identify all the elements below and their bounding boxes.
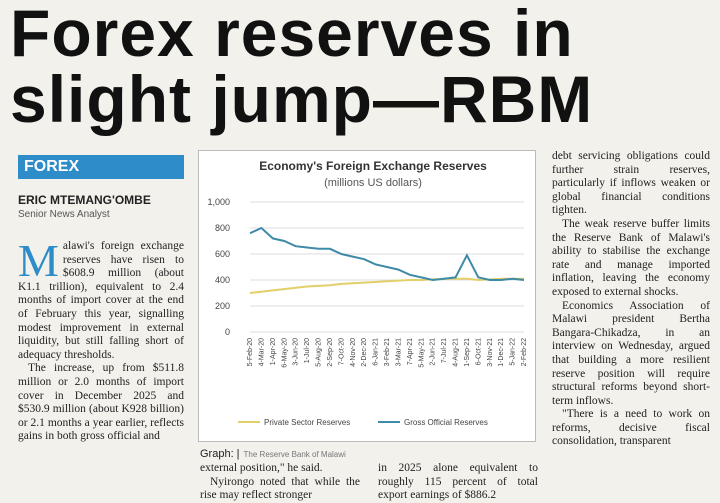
headline-line: Forex reserves in bbox=[10, 0, 574, 70]
x-tick-label: 1-Apr-20 bbox=[270, 338, 277, 365]
section-label: FOREX bbox=[18, 155, 184, 179]
x-tick-label: 5-Jan-22 bbox=[510, 338, 517, 366]
chart: Economy's Foreign Exchange Reserves (mil… bbox=[198, 150, 536, 442]
x-tick-label: 3-Nov-21 bbox=[487, 338, 494, 367]
x-tick-label: 1-Dec-21 bbox=[498, 338, 505, 367]
y-tick-label: 200 bbox=[215, 301, 230, 311]
chart-frame bbox=[198, 150, 536, 442]
x-tick-label: 1-Jul-20 bbox=[304, 338, 311, 363]
y-tick-label: 1,000 bbox=[207, 197, 230, 207]
x-tick-label: 2-Dec-20 bbox=[361, 338, 368, 367]
x-tick-label: 5-Aug-20 bbox=[316, 338, 323, 367]
headline: Forex reserves in slight jump—RBM bbox=[10, 0, 710, 132]
caption-source: The Reserve Bank of Malawi bbox=[243, 450, 346, 459]
caption: Graph: | The Reserve Bank of Malawi bbox=[200, 448, 346, 460]
x-tick-label: 2-Sep-20 bbox=[327, 338, 334, 367]
paragraph: Economics Association of Malawi presiden… bbox=[552, 299, 710, 407]
x-tick-label: 2-Feb-22 bbox=[521, 338, 528, 367]
paragraph: The weak reserve buffer limits the Reser… bbox=[552, 217, 710, 298]
x-tick-label: 4-Nov-20 bbox=[350, 338, 357, 367]
legend-label: Gross Official Reserves bbox=[404, 418, 488, 427]
headline-line: slight jump—RBM bbox=[10, 62, 594, 136]
y-tick-label: 600 bbox=[215, 249, 230, 259]
chart-subtitle: (millions US dollars) bbox=[324, 177, 422, 189]
x-tick-label: 5-Feb-20 bbox=[247, 338, 254, 367]
legend-label: Private Sector Reserves bbox=[264, 418, 350, 427]
paragraph: external position," he said. bbox=[200, 462, 323, 474]
x-tick-label: 3-Jun-20 bbox=[293, 338, 300, 366]
paragraph: "There is a need to work on reforms, dec… bbox=[552, 408, 710, 448]
x-tick-label: 7-Oct-20 bbox=[338, 338, 345, 365]
x-tick-label: 6-Oct-21 bbox=[475, 338, 482, 365]
y-tick-label: 400 bbox=[215, 275, 230, 285]
author: ERIC MTEMANG'OMBE bbox=[18, 193, 151, 207]
x-tick-label: 7-Jul-21 bbox=[441, 338, 448, 363]
chart-title: Economy's Foreign Exchange Reserves bbox=[259, 159, 487, 173]
column: debt servicing obligations could further… bbox=[552, 150, 710, 449]
y-tick-label: 800 bbox=[215, 223, 230, 233]
caption-label: Graph: | bbox=[200, 448, 240, 460]
x-tick-label: 3-Mar-21 bbox=[395, 338, 402, 367]
data-line bbox=[249, 226, 525, 282]
paragraph: alawi's foreign exchange reserves have r… bbox=[18, 240, 184, 361]
author-role: Senior News Analyst bbox=[18, 209, 110, 220]
x-tick-label: 1-Sep-21 bbox=[464, 338, 471, 367]
dropcap: M bbox=[18, 235, 59, 286]
x-tick-label: 4-Aug-21 bbox=[453, 338, 460, 367]
x-tick-label: 2-Jun-21 bbox=[430, 338, 437, 366]
x-tick-label: 5-May-21 bbox=[418, 338, 425, 368]
x-tick-label: 6-May-20 bbox=[281, 338, 288, 368]
x-tick-label: 6-Jan-21 bbox=[373, 338, 380, 366]
x-tick-label: 4-Mar-20 bbox=[258, 338, 265, 367]
x-tick-label: 7-Apr-21 bbox=[407, 338, 414, 365]
data-line bbox=[249, 277, 524, 294]
paragraph: debt servicing obligations could further… bbox=[552, 150, 710, 217]
x-tick-label: 3-Feb-21 bbox=[384, 338, 391, 367]
y-tick-label: 0 bbox=[225, 327, 230, 337]
paragraph: The increase, up from $511.8 million or … bbox=[18, 362, 184, 443]
paragraph: Nyirongo noted that while the rise may r… bbox=[200, 475, 360, 502]
